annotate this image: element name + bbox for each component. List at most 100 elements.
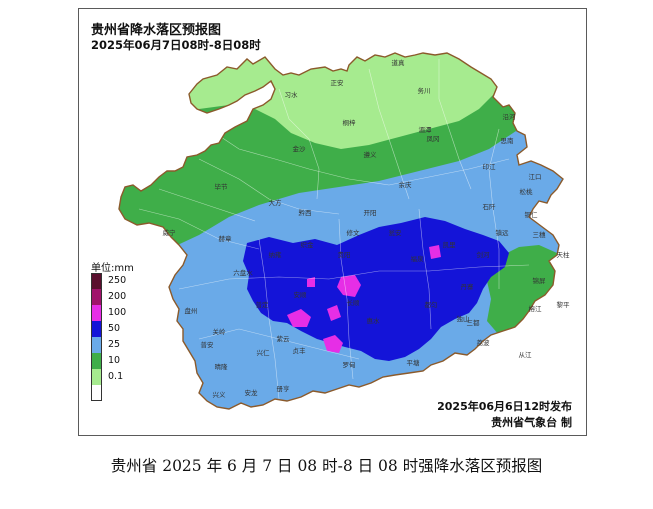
place-label: 织金 [301,240,315,249]
legend-item: 250 [91,273,155,289]
place-label: 大方 [269,198,283,207]
place-label: 镇远 [496,228,510,237]
county-line [198,158,340,215]
county-line [258,238,280,400]
place-label: 开阳 [364,208,377,217]
county-line [278,88,320,200]
map-valid-period: 2025年06月7日08时-8日08时 [91,38,261,52]
place-label: 贵阳 [338,250,351,259]
county-line [158,188,256,222]
legend-item: 200 [91,289,155,305]
place-label: 思南 [501,136,515,145]
place-label: 普定 [256,300,270,309]
zone-100mm [287,245,441,353]
legend-swatch [91,353,102,369]
place-label: 黎平 [557,300,571,309]
heavy-rain-patch [337,275,361,297]
precip-zones [119,53,563,409]
figure-caption: 贵州省 2025 年 6 月 7 日 08 时-8 日 08 时强降水落区预报图 [110,457,543,475]
forecast-map: 道真 正安 务川 习水 桐梓 沿河 湄潭 凤冈 思南 印江 松桃 遵义 余庆 石阡 江口 铜仁 毕节 大方 黔西 开阳… [78,8,587,436]
place-label: 印江 [483,163,497,171]
legend-item: 0.1 [91,369,155,385]
place-label: 独山 [457,314,470,323]
legend-label: 50 [108,323,121,334]
legend-swatch [91,385,102,401]
place-label: 铜仁 [525,210,539,219]
legend-swatch [91,305,102,321]
zone-50mm [243,217,509,361]
place-label: 册亨 [277,384,291,393]
place-label: 六盘水 [233,268,253,277]
place-label: 务川 [418,86,431,95]
place-label: 遵义 [364,150,378,159]
place-label: 黔西 [299,208,313,217]
county-line [138,208,260,250]
place-label: 都匀 [425,300,438,309]
legend-swatch [91,273,102,289]
legend-unit: 单位:mm [91,263,134,274]
legend-label: 0.1 [108,371,124,382]
county-line [338,218,354,380]
place-label: 沿河 [503,112,517,121]
place-label: 安龙 [245,388,259,397]
place-label: 晴隆 [215,362,229,371]
legend-label: 10 [108,355,121,366]
legend-item [91,385,155,401]
place-label: 丹寨 [461,282,475,291]
place-label: 福泉 [411,254,425,263]
county-line [178,264,530,290]
heavy-rain-patch [287,309,311,327]
issuer: 贵州省气象台 制 [491,416,572,429]
legend-swatch [91,321,102,337]
place-label: 金沙 [293,144,307,153]
place-label: 安顺 [294,290,308,299]
county-line [208,128,510,186]
place-label: 关岭 [213,327,227,336]
place-label: 兴仁 [257,348,271,357]
place-label: 三都 [467,319,481,327]
legend: 250 200 100 50 25 10 0.1 [91,273,155,401]
legend-label: 250 [108,275,127,286]
legend-item: 50 [91,321,155,337]
place-label: 榕江 [529,304,543,313]
place-label: 剑河 [477,250,491,259]
place-label: 赫章 [219,234,233,243]
legend-label: 100 [108,307,127,318]
legend-swatch [91,337,102,353]
place-label: 威宁 [163,228,177,237]
county-line [368,68,410,200]
place-label: 从江 [519,351,533,359]
place-label: 修文 [347,228,361,237]
map-title: 贵州省降水落区预报图 [91,23,222,38]
county-line [438,59,472,190]
issue-time: 2025年06月6日12时发布 [437,400,572,413]
zone-0-1mm [119,53,499,149]
heavy-rain-patch [429,245,441,259]
place-label: 桐梓 [343,118,357,127]
place-label: 毕节 [215,182,229,191]
place-label: 余庆 [399,180,413,189]
place-label: 长顺 [347,298,361,307]
legend-item: 25 [91,337,155,353]
place-label: 习水 [285,90,299,99]
place-label: 正安 [331,78,345,87]
county-line [418,208,432,330]
place-label: 松桃 [520,187,534,196]
place-label: 盘州 [185,306,198,315]
place-label: 平塘 [407,358,421,367]
heavy-rain-patch [307,277,315,287]
legend-label: 25 [108,339,121,350]
place-label: 惠水 [367,316,381,325]
place-label: 荔波 [477,338,491,347]
place-label: 凯里 [443,241,457,249]
place-label: 锦屏 [533,276,547,285]
legend-item: 100 [91,305,155,321]
place-label: 三穗 [533,230,547,239]
legend-swatch [91,289,102,305]
heavy-rain-patch [323,335,343,353]
county-line [198,328,360,360]
place-label: 兴义 [213,390,227,399]
place-label: 纳雍 [269,250,283,259]
